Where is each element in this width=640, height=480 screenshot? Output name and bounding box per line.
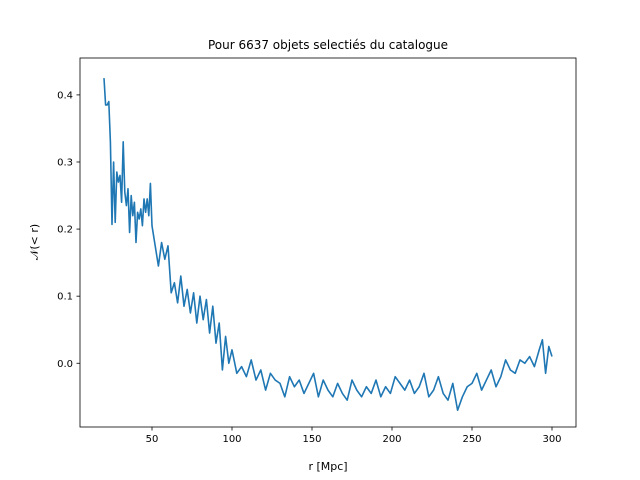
y-axis-label: 𝒩(< r) (28, 224, 41, 260)
y-axis-ticks: 0.0 0.1 0.2 0.3 0.4 (57, 90, 80, 370)
x-tick-label: 300 (542, 434, 561, 445)
x-tick-label: 250 (462, 434, 481, 445)
y-tick-label: 0.4 (57, 90, 73, 101)
x-tick-label: 100 (222, 434, 241, 445)
series-line (103, 78, 553, 412)
x-tick-label: 50 (146, 434, 159, 445)
x-axis-label: r [Mpc] (308, 460, 347, 473)
x-tick-label: 200 (382, 434, 401, 445)
y-tick-label: 0.0 (57, 359, 73, 370)
plot-frame (79, 57, 577, 428)
chart-title: Pour 6637 objets selectiés du catalogue (208, 38, 448, 52)
plot-area (80, 58, 576, 427)
x-tick-label: 150 (302, 434, 321, 445)
series-layer (103, 78, 553, 412)
y-tick-label: 0.1 (57, 292, 73, 303)
x-axis-ticks: 50 100 150 200 250 300 (146, 427, 562, 445)
y-tick-label: 0.2 (57, 225, 73, 236)
y-tick-label: 0.3 (57, 157, 73, 168)
